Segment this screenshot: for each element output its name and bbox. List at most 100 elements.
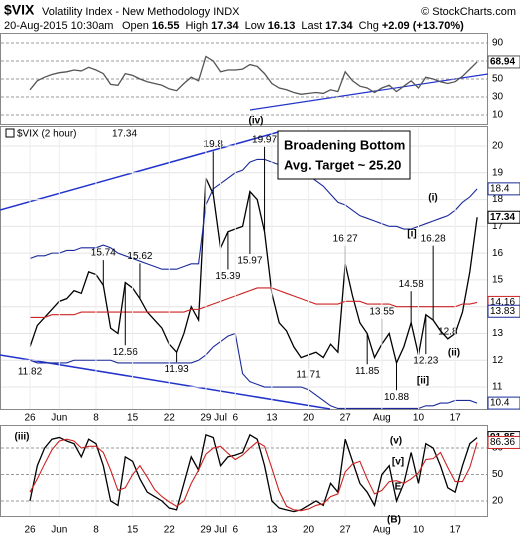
annotation-label: 15.97 [237,256,262,267]
x-tick-label: 22 [164,525,176,536]
quote-value: 17.34 [325,20,353,32]
y-tick-label: 12 [492,355,504,366]
annotation-label: 12.23 [413,356,438,367]
indicator-line [30,287,478,318]
x-tick-label: 15 [127,525,139,536]
x-tick-label: 10 [413,525,425,536]
note-box [277,130,411,180]
value-tag-label: 14.16 [490,297,515,308]
trendline [0,354,331,410]
y-tick-label: 90 [492,38,504,49]
wave-label: E [395,482,402,493]
x-tick-label: 15 [127,413,139,424]
value-tag-label: 18.4 [490,184,510,195]
quote-value: 16.13 [268,20,296,32]
rsi-trendline [249,73,489,111]
indicator-line [29,158,478,270]
x-tick-label: 20 [303,413,315,424]
y-tick-label: 18 [492,194,504,205]
indicator-line [29,438,478,512]
quote-label: Low [245,20,265,32]
annotation-label: 14.58 [399,279,424,290]
x-tick-label: 26 [24,525,36,536]
x-tick-label: 8 [93,525,99,536]
wave-label: (iii) [15,432,30,443]
y-tick-label: 19 [492,167,504,178]
index-name: Volatility Index - New Methodology INDX [42,6,240,18]
value-tag [487,304,520,318]
indicator-line [29,433,478,513]
legend-value: 17.34 [112,129,137,140]
price-line [29,177,478,365]
x-tick-label: 20 [303,525,315,536]
quote-value: +2.09 (+13.70%) [382,20,464,32]
annotation-label: 16.28 [421,233,446,244]
x-tick-label: 17 [450,525,462,536]
plot: 103050709068.941112131415161718192017.34… [1,38,520,536]
annotation-label: 11.93 [164,364,189,375]
annotation-label: 19.8 [204,139,224,150]
y-tick-label: 10 [492,110,504,121]
quote-label: High [185,20,208,32]
wave-label: (v) [390,436,402,447]
legend-label: $VIX (2 hour) [17,129,76,140]
annotation-label: 19.97 [252,134,277,145]
value-tag-label: 86.36 [490,437,515,448]
note-line: Broadening Bottom [284,137,405,152]
indicator-line [29,55,478,95]
x-tick-label: 6 [232,413,238,424]
wave-label: (B) [387,515,401,526]
annotation-label: 15.39 [215,271,240,282]
annotation-label: 12.8 [438,326,458,337]
x-tick-label: 27 [340,413,352,424]
legend-icon [5,128,15,138]
price-panel [0,126,488,410]
quote-value: 16.55 [152,20,180,32]
value-tag [487,435,520,449]
note-line: Avg. Target ~ 25.20 [284,157,401,172]
x-tick-label: 27 [340,525,352,536]
x-tick-label: Jul [214,413,227,424]
annotation-label: 10.88 [384,392,409,403]
x-tick-label: 13 [266,525,278,536]
quote: Open 16.55 High 17.34 Low 16.13 Last 17.34 Chg +2… [122,20,464,32]
wave-label: [i] [407,229,416,240]
x-tick-label: 8 [93,413,99,424]
y-tick-label: 17 [492,221,504,232]
value-tag [487,396,520,410]
quote-date: 20-Aug-2015 10:30am [4,20,113,32]
symbol: $VIX [4,2,35,18]
value-tag-label: 13.83 [490,306,515,317]
quote-label: Open [122,20,149,32]
x-tick-label: Aug [373,413,391,424]
y-tick-label: 30 [492,92,504,103]
y-tick-label: 13 [492,328,504,339]
wave-label: [v] [392,457,404,468]
wave-label: (i) [428,193,437,204]
wave-label: (ii) [448,348,460,359]
value-tag-label: 10.4 [490,398,510,409]
value-tag-label: 68.94 [490,57,515,68]
x-tick-label: 22 [164,413,176,424]
quote-label: Chg [359,20,379,32]
x-tick-label: Jul [214,525,227,536]
x-tick-label: 29 [200,413,212,424]
value-tag-label: 17.34 [490,212,515,223]
y-tick-label: 50 [492,74,504,85]
y-tick-label: 16 [492,248,504,259]
x-tick-label: 6 [232,525,238,536]
wave-label: (iv) [249,116,264,127]
x-tick-label: Aug [373,525,391,536]
stoch-panel [0,425,488,517]
x-tick-label: 10 [413,413,425,424]
rsi-panel [0,33,488,125]
value-tag [487,210,520,224]
annotation-label: 15.74 [91,248,116,259]
x-tick-label: 26 [24,413,36,424]
x-tick-label: 13 [266,413,278,424]
wave-label: [ii] [417,376,429,387]
annotation-label: 12.56 [113,347,138,358]
y-tick-label: 20 [492,141,504,152]
y-tick-label: 15 [492,275,504,286]
